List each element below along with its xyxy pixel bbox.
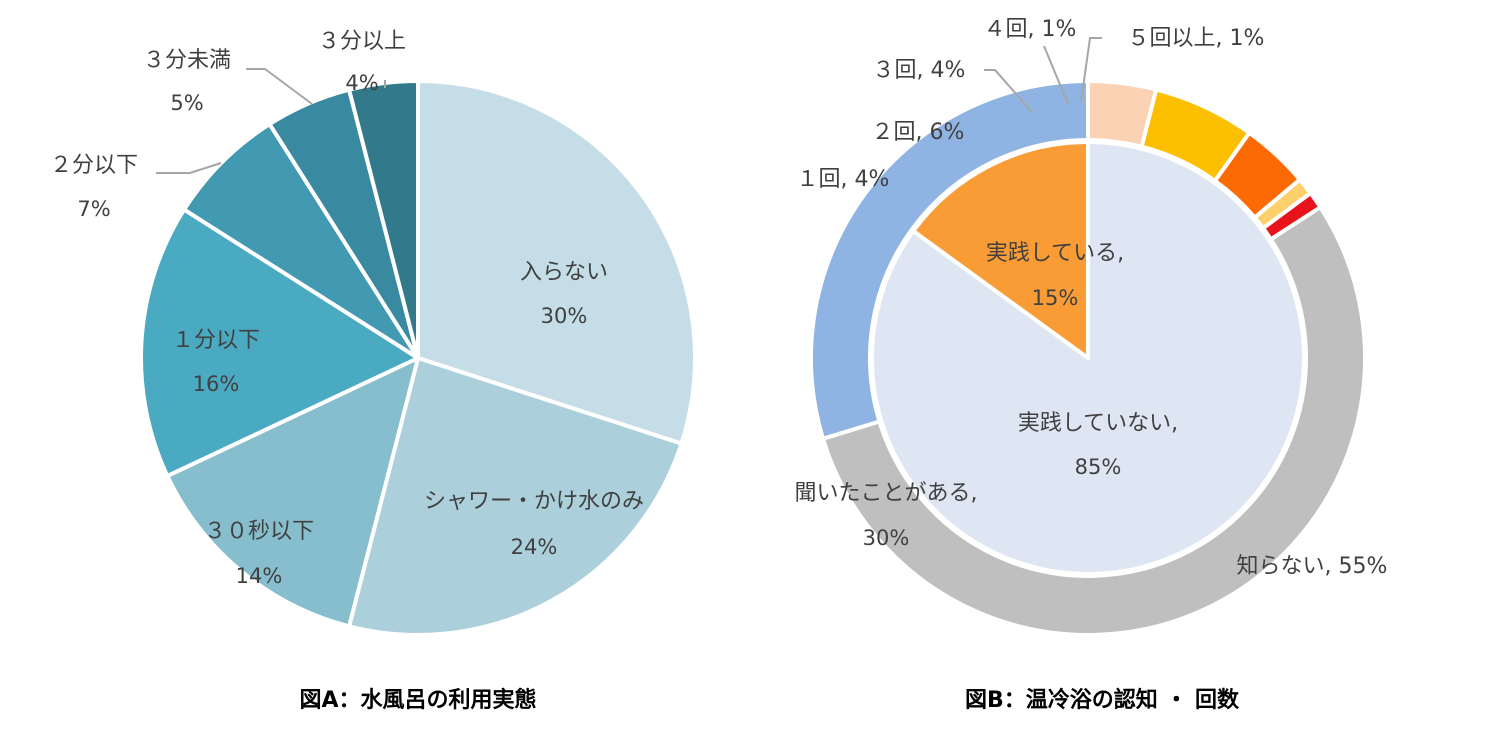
leader-line-4times (1043, 45, 1069, 105)
ring-label-once: １回, 4% (797, 167, 890, 192)
chart-b-title: 図B：温冷浴の認知 ・ 回数 (965, 687, 1240, 713)
chart-a-title: 図A：水風呂の利用実態 (299, 687, 536, 713)
pie-slice-1 (416, 79, 697, 446)
inner-slice-practicing (911, 140, 1090, 360)
slice-label-under-3min: ３分未満 (143, 48, 231, 73)
slice-label-not-practicing: 実践していない, (1018, 411, 1178, 436)
ring-label-3times: ３回, 4% (873, 58, 966, 83)
chart-a-leaders (156, 68, 386, 174)
slice-value-practicing: 15% (1032, 286, 1079, 310)
leader-line-5times (1080, 37, 1102, 103)
slice-label-practicing: 実践している, (986, 241, 1124, 266)
pie-slice-4 (139, 207, 420, 478)
chart-a: 入らない 30% シャワー・かけ水のみ 24% ３０秒以下 14% １分以下 1… (50, 29, 697, 713)
ring-label-twice: ２回, 6% (872, 120, 965, 145)
ring-label-4times: ４回, 1% (984, 17, 1077, 42)
slice-value-2min: 7% (77, 197, 110, 221)
leader-line-2min (156, 162, 222, 174)
leader-line-3times (984, 69, 1033, 113)
slice-label-2min: ２分以下 (50, 153, 138, 178)
slice-label-1min: １分以下 (172, 328, 260, 353)
chart-b-leaders (984, 37, 1102, 113)
slice-value-shower-only: 24% (511, 535, 558, 559)
chart-a-slices (139, 79, 697, 637)
slice-value-not-practicing: 85% (1075, 455, 1122, 479)
slice-value-under-3min: 5% (170, 91, 203, 115)
chart-b-labels: 実践している, 15% 実践していない, 85% １回, 4% ２回, 6% ３… (795, 17, 1388, 579)
slice-value-3min-over: 4% (345, 71, 378, 95)
slice-label-shower-only: シャワー・かけ水のみ (424, 489, 644, 514)
pie-slice-7 (347, 79, 420, 360)
slice-label-30sec: ３０秒以下 (204, 519, 314, 544)
chart-b-inner-pie (870, 140, 1306, 576)
pie-slice-5 (182, 122, 420, 360)
slice-value-30sec: 14% (236, 564, 283, 588)
slice-value-no-enter: 30% (541, 304, 588, 328)
ring-value-heard: 30% (863, 526, 910, 550)
pie-slice-3 (165, 356, 420, 629)
ring-label-heard: 聞いたことがある, (795, 481, 978, 506)
ring-label-unknown: 知らない, 55% (1237, 554, 1388, 579)
chart-a-labels: 入らない 30% シャワー・かけ水のみ 24% ３０秒以下 14% １分以下 1… (50, 29, 644, 588)
chart-b: 実践している, 15% 実践していない, 85% １回, 4% ２回, 6% ３… (795, 17, 1388, 713)
chart-b-outer-ring (809, 79, 1367, 637)
slice-label-3min-over: ３分以上 (318, 29, 406, 54)
ring-label-5times: ５回以上, 1% (1128, 26, 1265, 51)
slice-value-1min: 16% (193, 372, 240, 396)
slice-label-no-enter: 入らない (520, 260, 608, 285)
leader-line-under-3min (246, 68, 313, 105)
pie-slice-2 (347, 356, 684, 637)
